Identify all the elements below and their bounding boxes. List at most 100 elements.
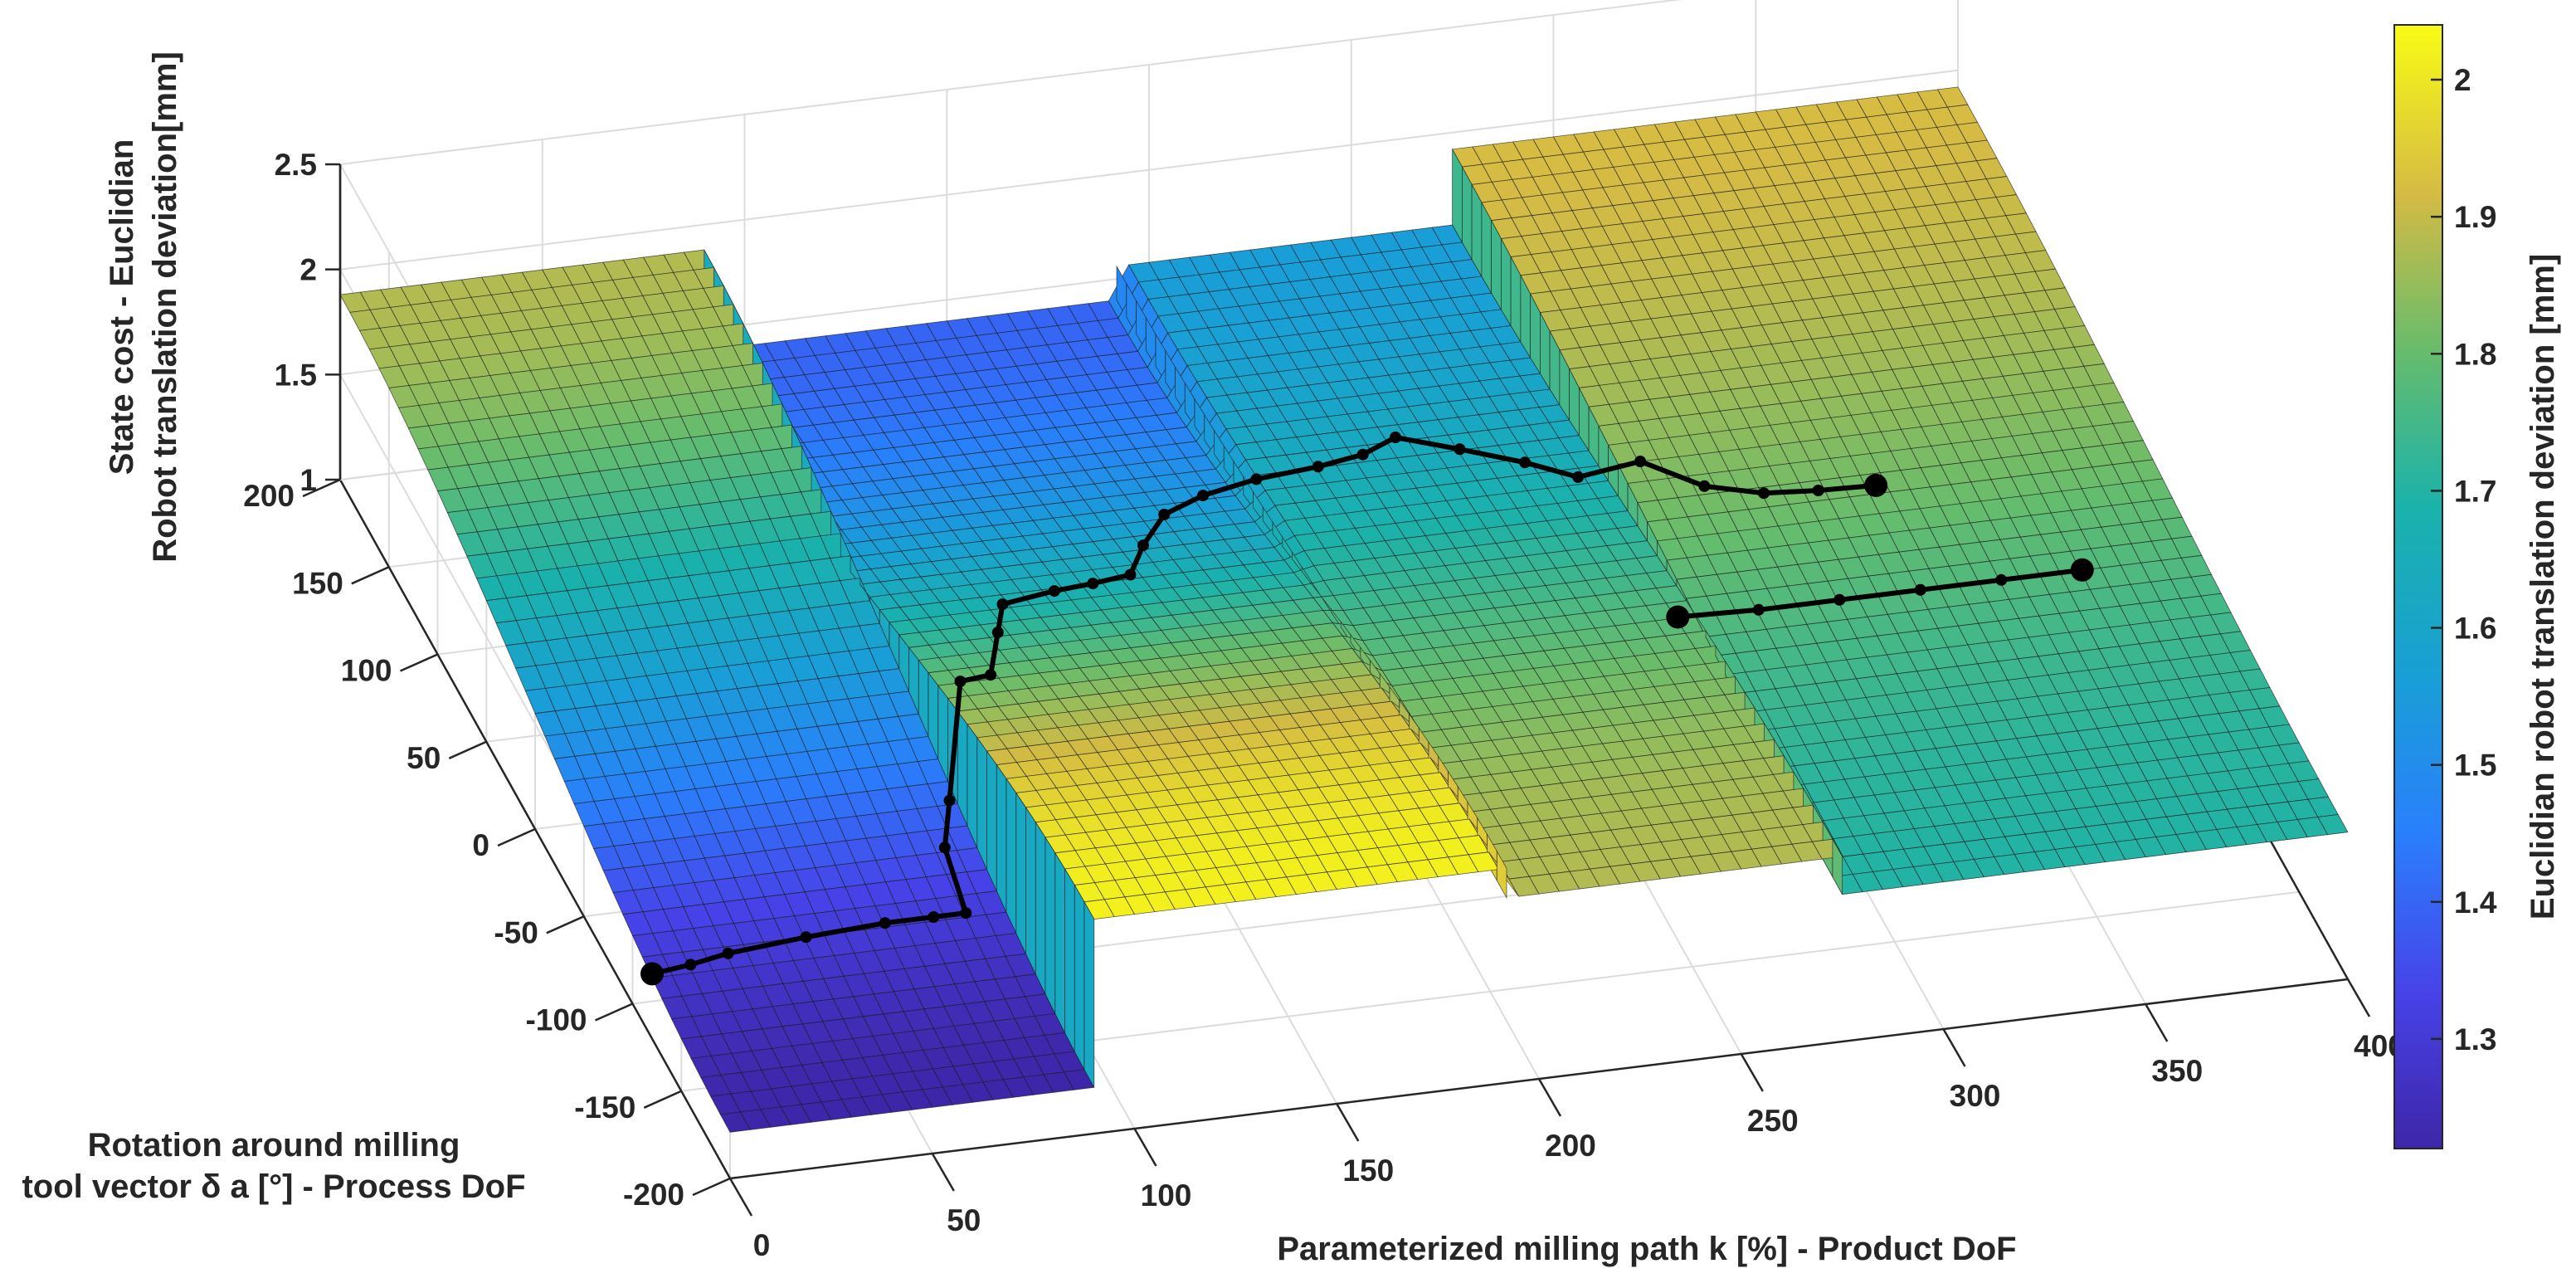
x-tick-mark [931,1153,955,1192]
path-point [1124,568,1137,581]
z-axis-label-line-1: Robot translation deviation[mm] [147,51,183,563]
path-point [985,669,997,681]
y-tick-label: -100 [525,1003,587,1037]
path-point [1698,480,1711,492]
path-start-marker [640,962,664,986]
path-point [954,676,967,688]
path-point [928,911,940,923]
path-point [879,917,891,929]
x-tick-mark [2346,978,2371,1017]
surface-step-face [1006,778,1017,934]
y-tick-mark [351,566,390,585]
y-tick-mark [302,478,341,498]
axis-labels: Parameterized milling path k [%] - Produ… [22,51,2016,1267]
z-tick-label: 1 [299,463,317,497]
surface-step-face [1054,851,1065,1033]
z-tick-label: 1.5 [275,358,317,392]
y-tick-label: 0 [472,828,489,862]
x-tick-label: 300 [1950,1079,2001,1113]
path-point [938,842,951,854]
surface-step-face [976,736,987,870]
path-point [1356,448,1369,461]
colorbar-tick-label: 1.9 [2454,200,2496,234]
y-tick-mark [594,1002,634,1022]
y-axis-label-line-0: Rotation around milling [88,1127,460,1163]
y-tick-mark [399,653,439,672]
path-point [722,947,734,959]
colorbar-label: Euclidian robot translation deviation [m… [2525,254,2561,920]
x-tick-mark [1336,1103,1360,1142]
path-point [1914,583,1926,596]
path-end-marker [1864,473,1888,497]
path-point [1087,578,1099,590]
path-point [1572,471,1585,483]
x-tick-label: 250 [1747,1104,1799,1138]
y-tick-label: -200 [623,1178,684,1212]
y-tick-mark [692,1177,731,1197]
path-point [1250,473,1263,485]
path-point [996,598,1009,611]
x-tick-mark [1942,1028,1966,1067]
y-axis-label-line-1: tool vector δ a [°] - Process DoF [22,1168,525,1205]
surface-step-face [967,723,978,848]
colorbar-tick-label: 1.3 [2454,1022,2496,1056]
path-point [1390,432,1401,443]
surface-step-face [986,749,997,891]
colorbar-tick-label: 1.4 [2454,885,2497,920]
z-axis-label-line-0: State cost - Euclidian [104,139,140,476]
y-tick-label: 200 [243,479,295,513]
path-point [1812,485,1824,496]
surface-step-face [1074,884,1085,1071]
path-end-marker [2070,558,2094,582]
x-tick-mark [1740,1053,1764,1092]
y-tick-mark [546,915,585,934]
path-point [1752,603,1765,616]
colorbar-tick-label: 2 [2454,63,2471,97]
path-point [1158,509,1171,520]
optimal-path [640,432,2094,986]
x-tick-label: 350 [2151,1054,2203,1088]
x-tick-mark [2145,1003,2169,1042]
x-tick-label: 100 [1141,1178,1192,1212]
surface-step-face [1035,821,1046,994]
surface-step-face [996,763,1007,913]
x-tick-label: 50 [947,1203,981,1237]
path-point [1995,573,2008,586]
colorbar: 1.3 1.4 1.5 1.6 1.7 1.8 1.9 2 Euclidian robot t… [2393,24,2561,1149]
x-tick-mark [728,1178,753,1217]
y-tick-mark [643,1090,682,1109]
surface-step-face [1015,792,1026,954]
y-tick-label: 150 [292,566,343,600]
path-start-marker [1666,605,1690,629]
surface-step-face [1025,806,1036,974]
surface-step-face [1083,900,1095,1088]
surface-step-face [1496,850,1507,900]
surface-step-face [1045,836,1056,1014]
y-tick-mark [497,827,536,847]
z-tick-label: 2.5 [275,148,317,182]
colorbar-tick-label: 1.7 [2454,474,2496,508]
z-tick-label: 2 [299,253,317,287]
surface-step-face [1064,867,1075,1052]
colorbar-tick-label: 1.6 [2454,612,2496,646]
path-point [800,931,812,944]
path-point [960,907,972,920]
y-tick-mark [448,740,487,759]
path-point [1833,593,1846,606]
y-tick-label: 50 [407,741,441,775]
colorbar-ticks: 1.3 1.4 1.5 1.6 1.7 1.8 1.9 2 [2431,63,2497,1056]
surface-step-face [1832,837,1843,895]
x-tick-mark [1537,1078,1562,1117]
colorbar-tick-label: 1.8 [2454,337,2496,371]
colorbar-bar [2393,24,2443,1149]
x-tick-label: 150 [1342,1154,1394,1188]
path-point [1048,585,1060,598]
x-tick-label: 200 [1545,1129,1596,1163]
y-tick-label: -50 [494,915,538,949]
y-tick-label: 100 [341,654,392,688]
path-point [684,959,697,971]
colorbar-tick-label: 1.5 [2454,749,2496,783]
path-point [1197,490,1209,502]
surface-cell [2317,814,2349,836]
